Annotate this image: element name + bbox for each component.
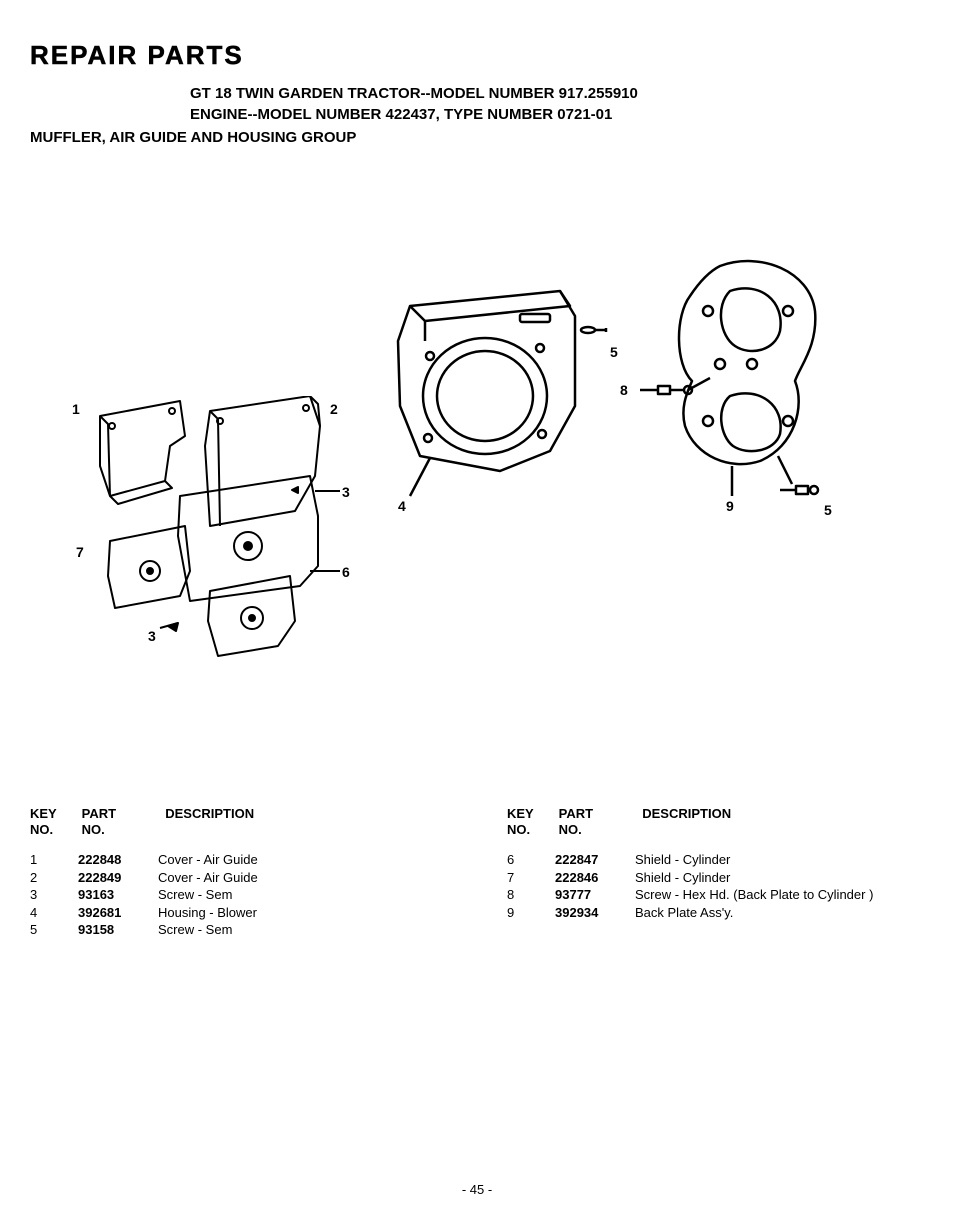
part-no: 222846	[555, 869, 635, 887]
part-no: 222848	[78, 851, 158, 869]
key-no: 6	[507, 851, 555, 869]
key-no: 8	[507, 886, 555, 904]
part-no: 93158	[78, 921, 158, 939]
page-title: REPAIR PARTS	[30, 40, 924, 71]
col-desc-header: DESCRIPTION	[642, 806, 731, 822]
callout-5b: 5	[824, 502, 832, 518]
key-no: 9	[507, 904, 555, 922]
part-no: 392934	[555, 904, 635, 922]
table-row: 393163Screw - Sem	[30, 886, 447, 904]
table-row: 1222848Cover - Air Guide	[30, 851, 447, 869]
exploded-diagram: 1 2 3 6 7 3	[30, 176, 924, 796]
model-line-1: GT 18 TWIN GARDEN TRACTOR--MODEL NUMBER …	[190, 83, 924, 104]
col-part-header: PART NO.	[559, 806, 639, 837]
diagram-mid-svg	[370, 286, 610, 516]
description: Shield - Cylinder	[635, 851, 730, 869]
parts-table-left: KEY NO. PART NO. DESCRIPTION 1222848Cove…	[30, 806, 447, 939]
table-row: 893777Screw - Hex Hd. (Back Plate to Cyl…	[507, 886, 924, 904]
col-key-header: KEY NO.	[30, 806, 78, 837]
key-no: 1	[30, 851, 78, 869]
col-key-header: KEY NO.	[507, 806, 555, 837]
part-no: 222849	[78, 869, 158, 887]
description: Screw - Sem	[158, 886, 232, 904]
callout-8: 8	[620, 382, 628, 398]
callout-2: 2	[330, 401, 338, 417]
key-no: 5	[30, 921, 78, 939]
col-desc-header: DESCRIPTION	[165, 806, 254, 822]
callout-5a: 5	[610, 344, 618, 360]
part-no: 93163	[78, 886, 158, 904]
col-part-header: PART NO.	[82, 806, 162, 837]
description: Cover - Air Guide	[158, 851, 258, 869]
key-no: 2	[30, 869, 78, 887]
key-no: 4	[30, 904, 78, 922]
description: Screw - Sem	[158, 921, 232, 939]
table-row: 7222846Shield - Cylinder	[507, 869, 924, 887]
parts-tables: KEY NO. PART NO. DESCRIPTION 1222848Cove…	[30, 806, 924, 939]
description: Housing - Blower	[158, 904, 257, 922]
callout-9: 9	[726, 498, 734, 514]
diagram-left-svg	[60, 396, 360, 666]
description: Shield - Cylinder	[635, 869, 730, 887]
callout-3b: 3	[148, 628, 156, 644]
callout-1: 1	[72, 401, 80, 417]
callout-4: 4	[398, 498, 406, 514]
part-no: 222847	[555, 851, 635, 869]
table-row: 2222849Cover - Air Guide	[30, 869, 447, 887]
callout-6: 6	[342, 564, 350, 580]
key-no: 3	[30, 886, 78, 904]
parts-table-right: KEY NO. PART NO. DESCRIPTION 6222847Shie…	[507, 806, 924, 939]
table-row: 4392681Housing - Blower	[30, 904, 447, 922]
callout-3a: 3	[342, 484, 350, 500]
part-no: 93777	[555, 886, 635, 904]
section-heading: MUFFLER, AIR GUIDE AND HOUSING GROUP	[30, 129, 924, 146]
callout-7: 7	[76, 544, 84, 560]
page-number: - 45 -	[0, 1182, 954, 1197]
description: Back Plate Ass'y.	[635, 904, 733, 922]
model-header: GT 18 TWIN GARDEN TRACTOR--MODEL NUMBER …	[190, 83, 924, 125]
table-row: 9392934Back Plate Ass'y.	[507, 904, 924, 922]
model-line-2: ENGINE--MODEL NUMBER 422437, TYPE NUMBER…	[190, 104, 924, 125]
description: Screw - Hex Hd. (Back Plate to Cylinder …	[635, 886, 873, 904]
table-row: 593158Screw - Sem	[30, 921, 447, 939]
key-no: 7	[507, 869, 555, 887]
diagram-right-svg	[620, 256, 900, 536]
description: Cover - Air Guide	[158, 869, 258, 887]
table-row: 6222847Shield - Cylinder	[507, 851, 924, 869]
part-no: 392681	[78, 904, 158, 922]
